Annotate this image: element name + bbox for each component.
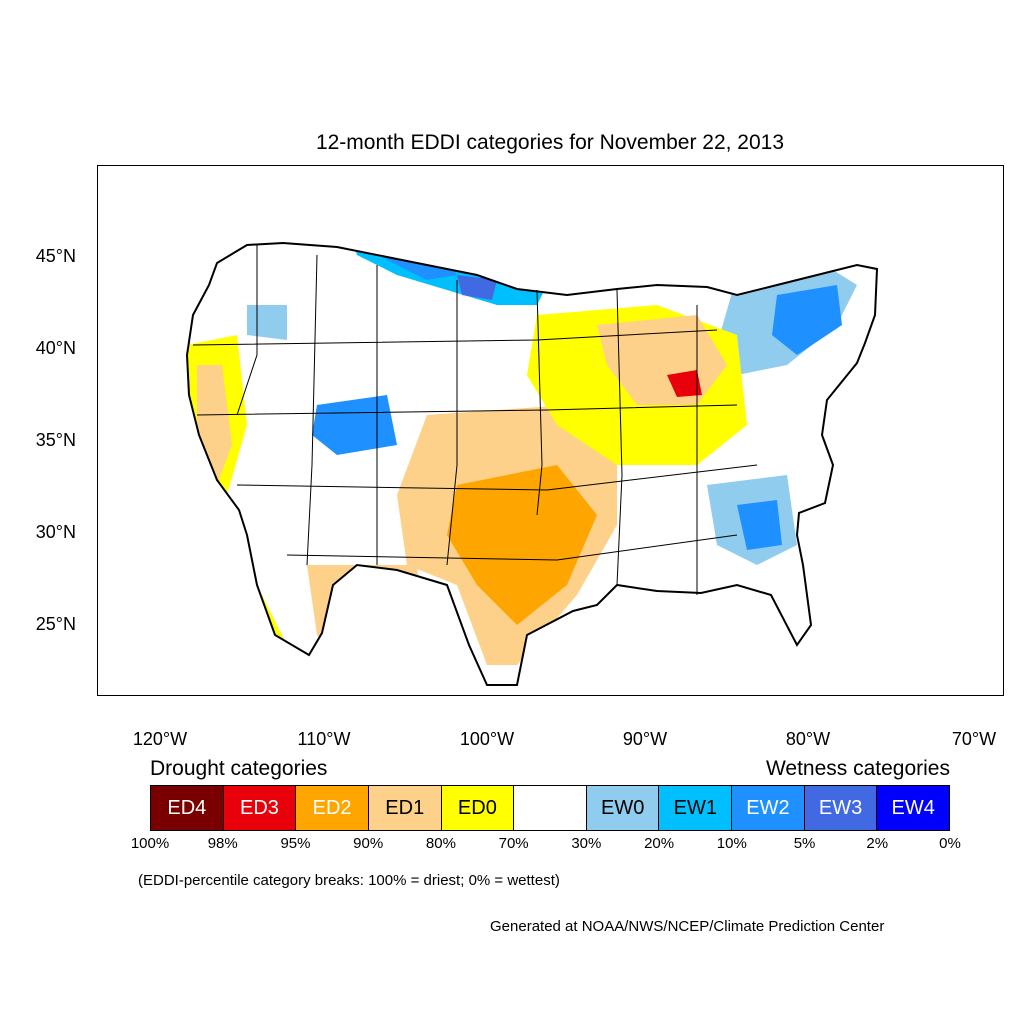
legend-break-label: 0%: [939, 835, 961, 852]
longitude-label-90: 90°W: [622, 729, 668, 749]
legend-cell-ew1: EW1: [659, 786, 733, 830]
legend-break-label: 80%: [425, 835, 456, 852]
latitude-label-40: 40°N: [35, 338, 76, 358]
map-frame: [97, 165, 1004, 696]
legend-cell-ed3: ED3: [223, 786, 297, 830]
eddi-map: [97, 165, 1004, 696]
state-borders: [192, 245, 758, 595]
legend-break-label: 95%: [280, 835, 311, 852]
longitude-label-80: 80°W: [785, 729, 831, 749]
longitude-label-110: 110°W: [297, 729, 351, 749]
latitude-label-25: 25°N: [35, 614, 76, 634]
legend-cell-ed2: ED2: [296, 786, 369, 830]
conus-outline: [185, 241, 879, 686]
map-title: 12-month EDDI categories for November 22…: [315, 131, 785, 154]
category-regions: [187, 243, 877, 685]
drought-heading: Drought categories: [150, 757, 328, 780]
legend-break-label: 98%: [207, 835, 238, 852]
category-note: (EDDI-percentile category breaks: 100% =…: [138, 872, 560, 889]
longitude-label-100: 100°W: [459, 729, 515, 749]
longitude-label-120: 120°W: [132, 729, 188, 749]
legend-break-label: 10%: [716, 835, 747, 852]
latitude-label-45: 45°N: [35, 246, 76, 266]
legend-break-label: 30%: [571, 835, 602, 852]
latitude-label-35: 35°N: [35, 430, 76, 450]
longitude-label-70: 70°W: [951, 729, 997, 749]
legend-break-label: 100%: [130, 835, 170, 852]
wetness-heading: Wetness categories: [765, 757, 950, 780]
latitude-label-30: 30°N: [35, 522, 76, 542]
legend-cell-ed4: ED4: [151, 786, 224, 830]
legend-cell-ed0: ED0: [441, 786, 515, 830]
legend-break-label: 2%: [866, 835, 889, 852]
legend-cell-ew3: EW3: [804, 786, 878, 830]
legend-cell-ew4: EW4: [877, 786, 950, 830]
legend-break-label: 70%: [498, 835, 529, 852]
legend-break-label: 20%: [644, 835, 675, 852]
legend-cell-ed1: ED1: [368, 786, 442, 830]
legend-cell-ew2: EW2: [732, 786, 805, 830]
legend-color-bar: ED4 ED3 ED2 ED1 ED0 EW0 EW1 EW2 EW3 EW4: [150, 785, 950, 831]
legend-break-label: 5%: [793, 835, 816, 852]
legend-cell-ew0: EW0: [586, 786, 660, 830]
credit-line: Generated at NOAA/NWS/NCEP/Climate Predi…: [490, 918, 885, 935]
legend-break-label: 90%: [353, 835, 384, 852]
legend-cell-neutral: [514, 786, 587, 830]
